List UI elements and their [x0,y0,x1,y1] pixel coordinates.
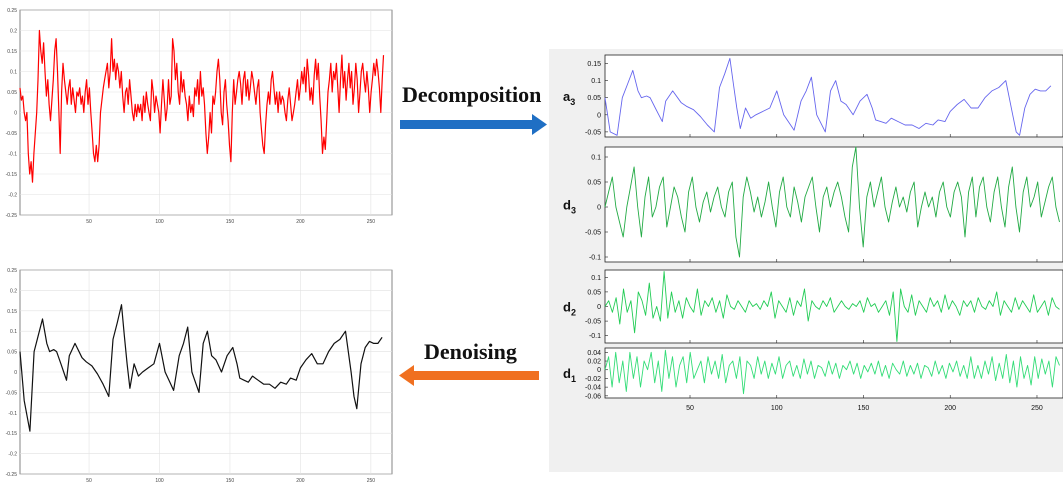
x-tick-label: 150 [226,478,235,482]
y-tick-label: -0.05 [585,319,601,326]
x-tick-label: 50 [86,478,92,482]
series-line [19,304,383,432]
x-tick-label: 250 [1031,405,1043,412]
decomposition-label: Decomposition [402,82,542,107]
x-tick-label: 100 [155,478,164,482]
y-tick-label: -0.05 [585,129,601,136]
decomposition-plot: -0.0500.050.10.15a3-0.1-0.0500.050.1d3-0… [549,49,1063,472]
y-tick-label: 0.02 [587,359,601,366]
y-tick-label: -0.1 [8,152,17,158]
series-line [604,271,1060,342]
y-tick-label: 0.25 [7,8,17,14]
panel-label: a3 [563,89,575,107]
y-tick-label: 0.15 [587,61,601,68]
y-tick-label: 0.25 [7,268,17,274]
x-tick-label: 50 [86,219,92,225]
y-tick-label: -0.04 [585,385,601,392]
y-tick-label: 0.1 [591,78,601,85]
y-tick-label: -0.06 [585,393,601,400]
y-tick-label: 0 [597,367,601,374]
x-tick-label: 200 [296,219,305,225]
panel-label: d3 [563,198,576,216]
y-tick-label: 0 [597,205,601,212]
x-tick-label: 250 [367,219,376,225]
noisy-signal-plot: -0.25 -0.2 -0.15 -0.1 -0.05 0 0.05 0.1 0.15 0.2 0.… [6,8,393,225]
y-tick-label: 0.1 [10,329,17,335]
x-tick-label: 50 [686,405,694,412]
x-tick-label: 200 [944,405,956,412]
panel-axes [604,54,1063,138]
y-tick-label: -0.05 [585,230,601,237]
panel-a3: -0.05 0 0.05 0.1 0.15 a3 [563,54,1063,138]
series-line [19,29,385,183]
y-tick-label: 0.05 [587,289,601,296]
y-tick-label: -0.2 [8,452,17,458]
x-tick-label: 100 [771,405,783,412]
x-tick-label: 200 [296,478,305,482]
y-tick-label: 0.04 [587,350,601,357]
y-tick-label: 0.05 [7,350,17,356]
y-tick-label: -0.1 [589,255,601,262]
y-tick-label: 0.05 [7,90,17,96]
y-tick-label: 0 [14,111,17,117]
panel-d3: -0.1 -0.05 0 0.05 0.1 d3 [563,146,1063,263]
series-line [604,349,1060,395]
y-tick-label: 0 [597,112,601,119]
y-tick-label: 0.15 [7,49,17,55]
y-tick-label: -0.25 [6,472,18,478]
y-tick-label: -0.2 [8,193,17,199]
y-tick-label: -0.25 [6,213,18,219]
y-tick-label: 0.2 [10,29,17,35]
series-line [604,146,1060,258]
y-tick-label: 0.1 [591,155,601,162]
panel-d2: -0.1 -0.05 0 0.05 0.1 d2 [563,269,1063,344]
y-tick-label: -0.1 [589,333,601,340]
y-tick-label: 0.05 [587,180,601,187]
y-tick-label: -0.15 [6,431,18,437]
y-tick-label: -0.05 [6,390,18,396]
denoised-signal-plot: -0.25 -0.2 -0.15 -0.1 -0.05 0 0.05 0.1 0.15 0.2 0.… [6,268,393,482]
denoising-arrow [399,365,539,386]
x-tick-label: 150 [226,219,235,225]
x-tick-label: 250 [367,478,376,482]
series-line [604,57,1052,136]
y-tick-label: 0.1 [10,70,17,76]
panel-axes [604,347,1063,399]
y-tick-label: 0.15 [7,309,17,315]
y-tick-label: -0.02 [585,376,601,383]
y-tick-label: -0.15 [6,172,18,178]
y-tick-label: -0.05 [6,131,18,137]
panel-axes [604,146,1063,263]
decomposition-arrow [400,114,547,135]
x-tick-label: 150 [858,405,870,412]
y-tick-label: 0.1 [591,275,601,282]
denoising-label: Denoising [424,339,517,364]
panel-label: d1 [563,366,576,384]
y-tick-label: 0.05 [587,95,601,102]
y-tick-label: 0 [597,304,601,311]
panel-d1: -0.06-0.04 -0.02 00.02 0.04 d1 [563,347,1063,400]
y-tick-label: -0.1 [8,411,17,417]
x-tick-label: 100 [155,219,164,225]
y-tick-label: 0 [14,370,17,376]
y-tick-label: 0.2 [10,288,17,294]
panel-label: d2 [563,300,576,318]
